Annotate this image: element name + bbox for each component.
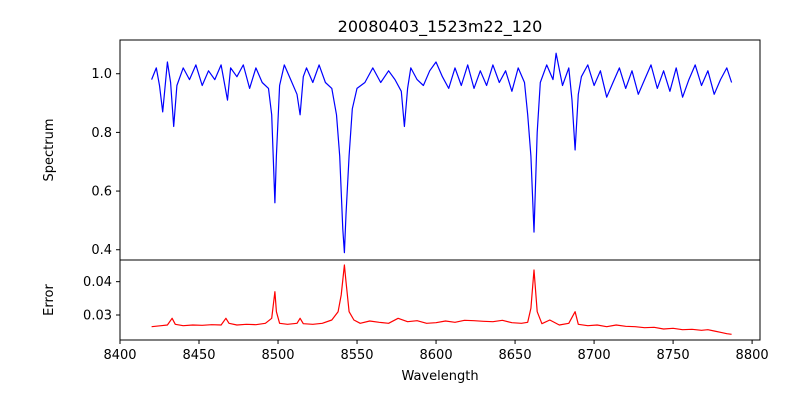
x-tick-label: 8550 bbox=[340, 348, 373, 363]
x-tick-label: 8700 bbox=[578, 348, 611, 363]
spectrum-y-tick-label: 1.0 bbox=[91, 67, 112, 82]
x-tick-label: 8600 bbox=[420, 348, 453, 363]
error-y-tick-label: 0.03 bbox=[83, 309, 112, 324]
error-plot-area bbox=[151, 264, 732, 335]
error-series-line bbox=[151, 264, 732, 335]
x-tick-label: 8450 bbox=[182, 348, 215, 363]
x-axis-label: Wavelength bbox=[401, 369, 478, 384]
x-tick-label: 8750 bbox=[657, 348, 690, 363]
x-tick-label: 8650 bbox=[499, 348, 532, 363]
chart-title: 20080403_1523m22_120 bbox=[338, 17, 543, 37]
error-y-tick-label: 0.04 bbox=[83, 275, 112, 290]
error-panel: 0.03 0.04 8400 8450 8500 8550 8600 8650 8700 875… bbox=[42, 259, 769, 384]
x-tick-label: 8400 bbox=[103, 348, 136, 363]
wavelength-x-ticks: 8400 8450 8500 8550 8600 8650 8700 8750 8800 bbox=[103, 340, 769, 363]
error-y-label: Error bbox=[42, 284, 57, 316]
spectrum-y-tick-label: 0.8 bbox=[91, 126, 112, 141]
x-tick-label: 8500 bbox=[261, 348, 294, 363]
spectrum-panel: 0.4 0.6 0.8 1.0 Spectrum bbox=[42, 39, 761, 261]
spectrum-plot-area bbox=[151, 52, 733, 254]
error-y-ticks: 0.03 0.04 bbox=[83, 275, 120, 324]
spectrum-y-tick-label: 0.6 bbox=[91, 185, 112, 200]
spectrum-y-ticks: 0.4 0.6 0.8 1.0 bbox=[91, 67, 120, 258]
spectrum-series-line bbox=[151, 52, 733, 254]
error-axes-frame bbox=[119, 259, 761, 341]
spectrum-y-label: Spectrum bbox=[42, 119, 57, 182]
x-tick-label: 8800 bbox=[736, 348, 769, 363]
spectrum-y-tick-label: 0.4 bbox=[91, 243, 112, 258]
